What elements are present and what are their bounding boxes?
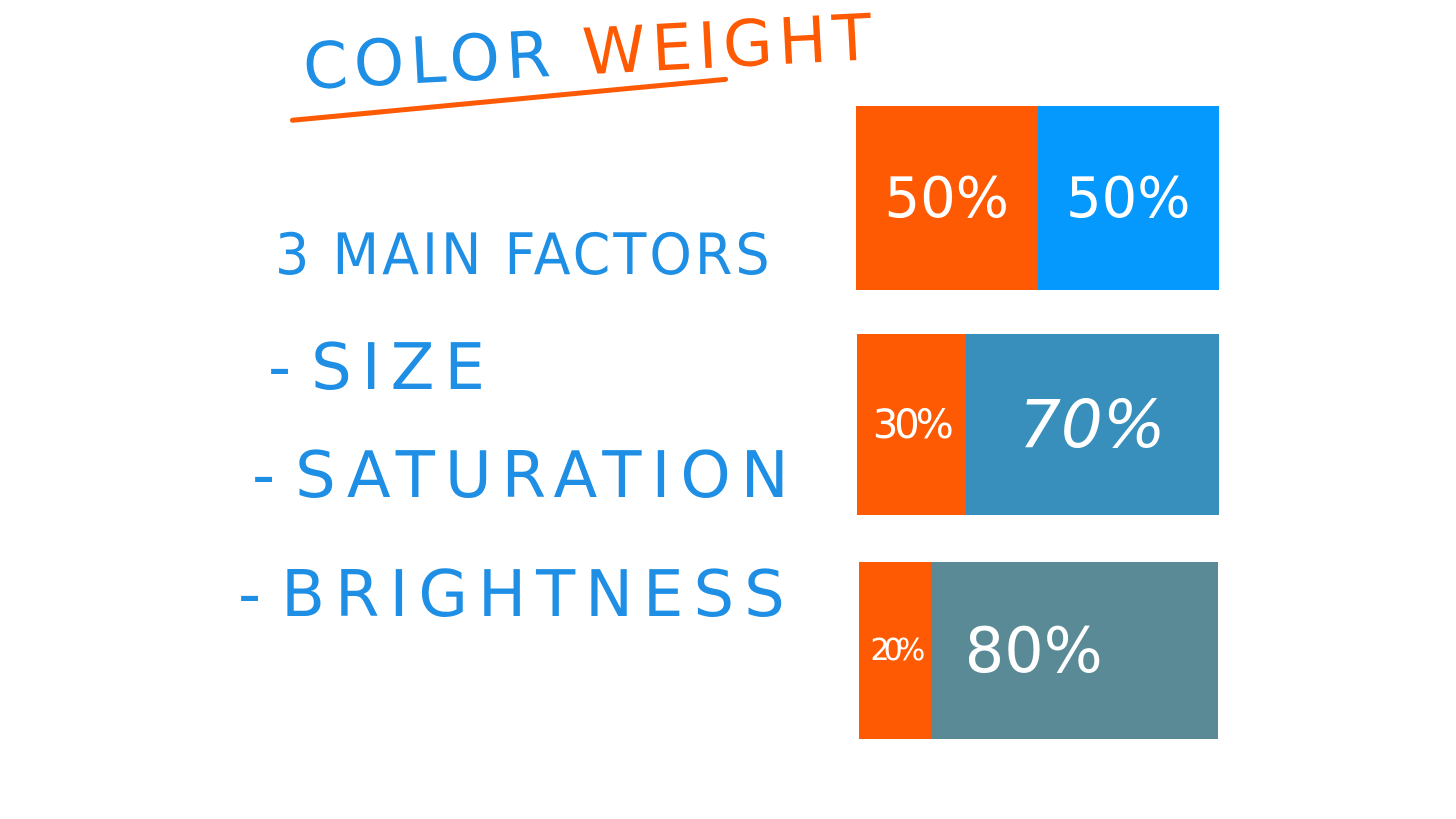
factor-label: SIZE [311, 331, 495, 405]
factor-label: SATURATION [295, 439, 799, 513]
bar-2-right-segment: 70% [965, 334, 1219, 515]
page-title: COLOR WEIGHT [301, 1, 879, 105]
bar-1-right-label: 50% [1066, 165, 1191, 231]
factor-item-saturation: -SATURATION [252, 444, 799, 508]
bar-1-left-label: 50% [884, 165, 1009, 231]
bar-2-left-label: 30% [872, 401, 954, 448]
weight-bar-1: 50% 50% [856, 106, 1219, 290]
weight-bar-3: 20% 80% [859, 562, 1218, 739]
factor-item-brightness: -BRIGHTNESS [238, 563, 795, 627]
bar-1-right-segment: 50% [1037, 106, 1219, 290]
bullet-dash: - [238, 558, 282, 632]
bar-3-left-segment: 20% [859, 562, 931, 739]
weight-bar-2: 30% 70% [857, 334, 1219, 515]
factor-item-size: -SIZE [268, 336, 495, 400]
bar-2-left-segment: 30% [857, 334, 966, 515]
factor-label: BRIGHTNESS [281, 558, 795, 632]
bar-3-right-label: 80% [964, 614, 1103, 687]
subtitle: 3 MAIN FACTORS [275, 221, 773, 288]
bar-3-right-segment: 80% [930, 562, 1218, 739]
bar-3-left-label: 20% [870, 633, 926, 668]
bullet-dash: - [252, 439, 296, 513]
title-word-color: COLOR [301, 17, 559, 105]
title-word-weight: WEIGHT [580, 0, 880, 91]
bullet-dash: - [268, 331, 312, 405]
bar-2-right-label: 70% [1018, 386, 1166, 463]
bar-1-left-segment: 50% [856, 106, 1038, 290]
